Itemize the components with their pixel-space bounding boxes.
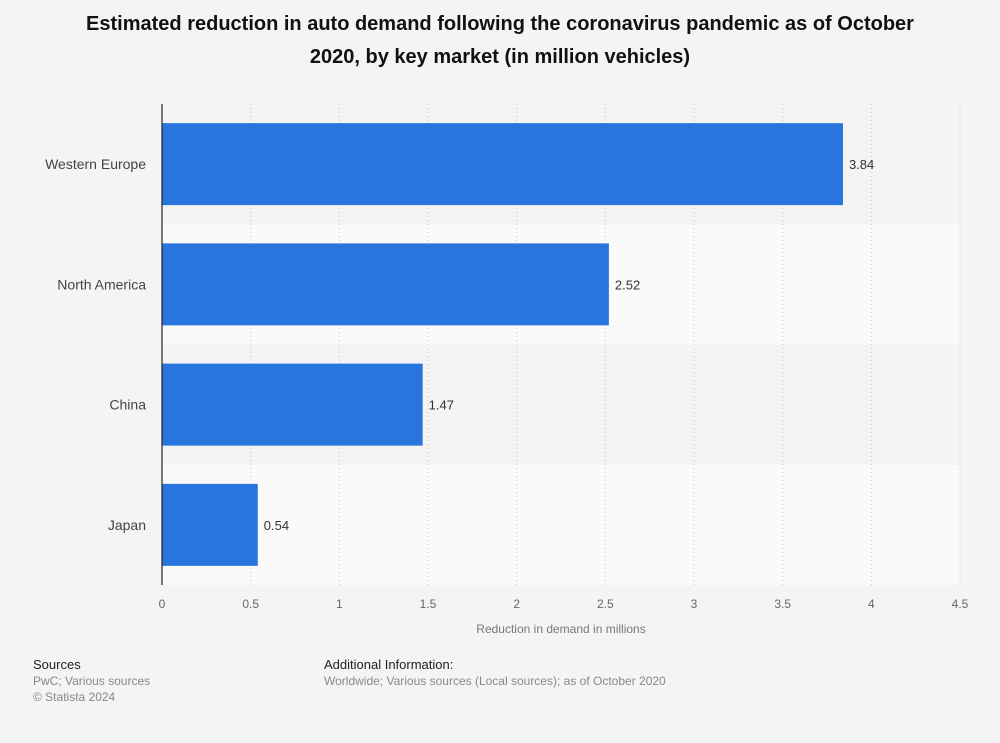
sources-text: PwC; Various sources: [33, 674, 151, 688]
additional-info-block: Additional Information: Worldwide; Vario…: [324, 657, 666, 689]
x-tick-label: 1.5: [420, 597, 437, 611]
category-label: China: [109, 397, 146, 413]
value-label: 0.54: [264, 518, 289, 533]
x-tick-label: 0: [159, 597, 166, 611]
category-labels: Western Europe North America China Japan: [45, 156, 146, 533]
x-tick-label: 1: [336, 597, 343, 611]
additional-info-text: Worldwide; Various sources (Local source…: [324, 674, 666, 688]
bar[interactable]: [162, 483, 258, 566]
category-label: North America: [57, 276, 146, 292]
row-band: [162, 464, 960, 585]
category-label: Western Europe: [45, 156, 146, 172]
sources-heading: Sources: [33, 657, 81, 672]
value-labels: 3.84 2.52 1.47 0.54: [264, 157, 875, 533]
x-tick-label: 0.5: [242, 597, 259, 611]
bar[interactable]: [162, 243, 609, 326]
category-label: Japan: [108, 517, 146, 533]
x-tick-label: 3.5: [774, 597, 791, 611]
additional-info-heading: Additional Information:: [324, 657, 454, 672]
chart-title: Estimated reduction in auto demand follo…: [86, 13, 914, 68]
x-tick-label: 4: [868, 597, 875, 611]
value-label: 1.47: [429, 398, 454, 413]
copyright-text: © Statista 2024: [33, 690, 116, 704]
x-tick-labels: 0 0.5 1 1.5 2 2.5 3 3.5 4 4.5: [159, 597, 969, 611]
x-tick-label: 3: [691, 597, 698, 611]
x-tick-label: 2: [513, 597, 520, 611]
bars: [162, 123, 843, 566]
x-axis-label: Reduction in demand in millions: [476, 622, 645, 636]
x-tick-label: 2.5: [597, 597, 614, 611]
value-label: 2.52: [615, 277, 640, 292]
bar[interactable]: [162, 123, 843, 206]
sources-block: Sources PwC; Various sources © Statista …: [33, 657, 150, 705]
x-tick-label: 4.5: [952, 597, 969, 611]
value-label: 3.84: [849, 157, 874, 172]
bar[interactable]: [162, 363, 423, 446]
